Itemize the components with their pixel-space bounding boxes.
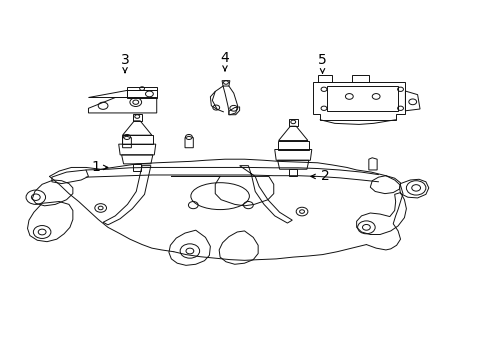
Text: 3: 3 (121, 53, 129, 73)
Text: 5: 5 (318, 53, 326, 73)
Text: 2: 2 (310, 170, 328, 183)
Text: 1: 1 (91, 161, 108, 175)
Text: 4: 4 (220, 51, 229, 71)
